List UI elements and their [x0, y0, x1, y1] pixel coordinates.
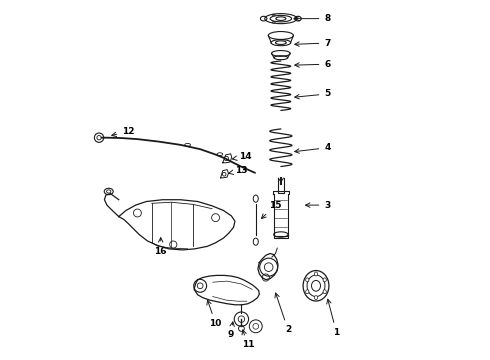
Text: 12: 12 — [112, 127, 135, 136]
Text: 8: 8 — [295, 14, 331, 23]
Text: 9: 9 — [227, 322, 234, 339]
Text: 14: 14 — [232, 152, 251, 161]
Text: 4: 4 — [295, 143, 331, 153]
Text: 1: 1 — [327, 299, 340, 337]
Ellipse shape — [323, 290, 326, 294]
Text: 11: 11 — [242, 330, 254, 350]
Text: 16: 16 — [154, 238, 167, 256]
Ellipse shape — [306, 278, 309, 282]
Ellipse shape — [315, 296, 318, 300]
Text: 6: 6 — [295, 60, 331, 69]
Text: 10: 10 — [207, 300, 222, 328]
Text: 2: 2 — [275, 293, 291, 334]
Text: 15: 15 — [262, 201, 282, 219]
Text: 13: 13 — [229, 166, 247, 175]
Text: 3: 3 — [306, 201, 331, 210]
Ellipse shape — [306, 290, 309, 294]
Ellipse shape — [315, 272, 318, 276]
Text: 5: 5 — [295, 89, 331, 99]
Ellipse shape — [323, 278, 326, 282]
Text: 7: 7 — [295, 39, 331, 48]
